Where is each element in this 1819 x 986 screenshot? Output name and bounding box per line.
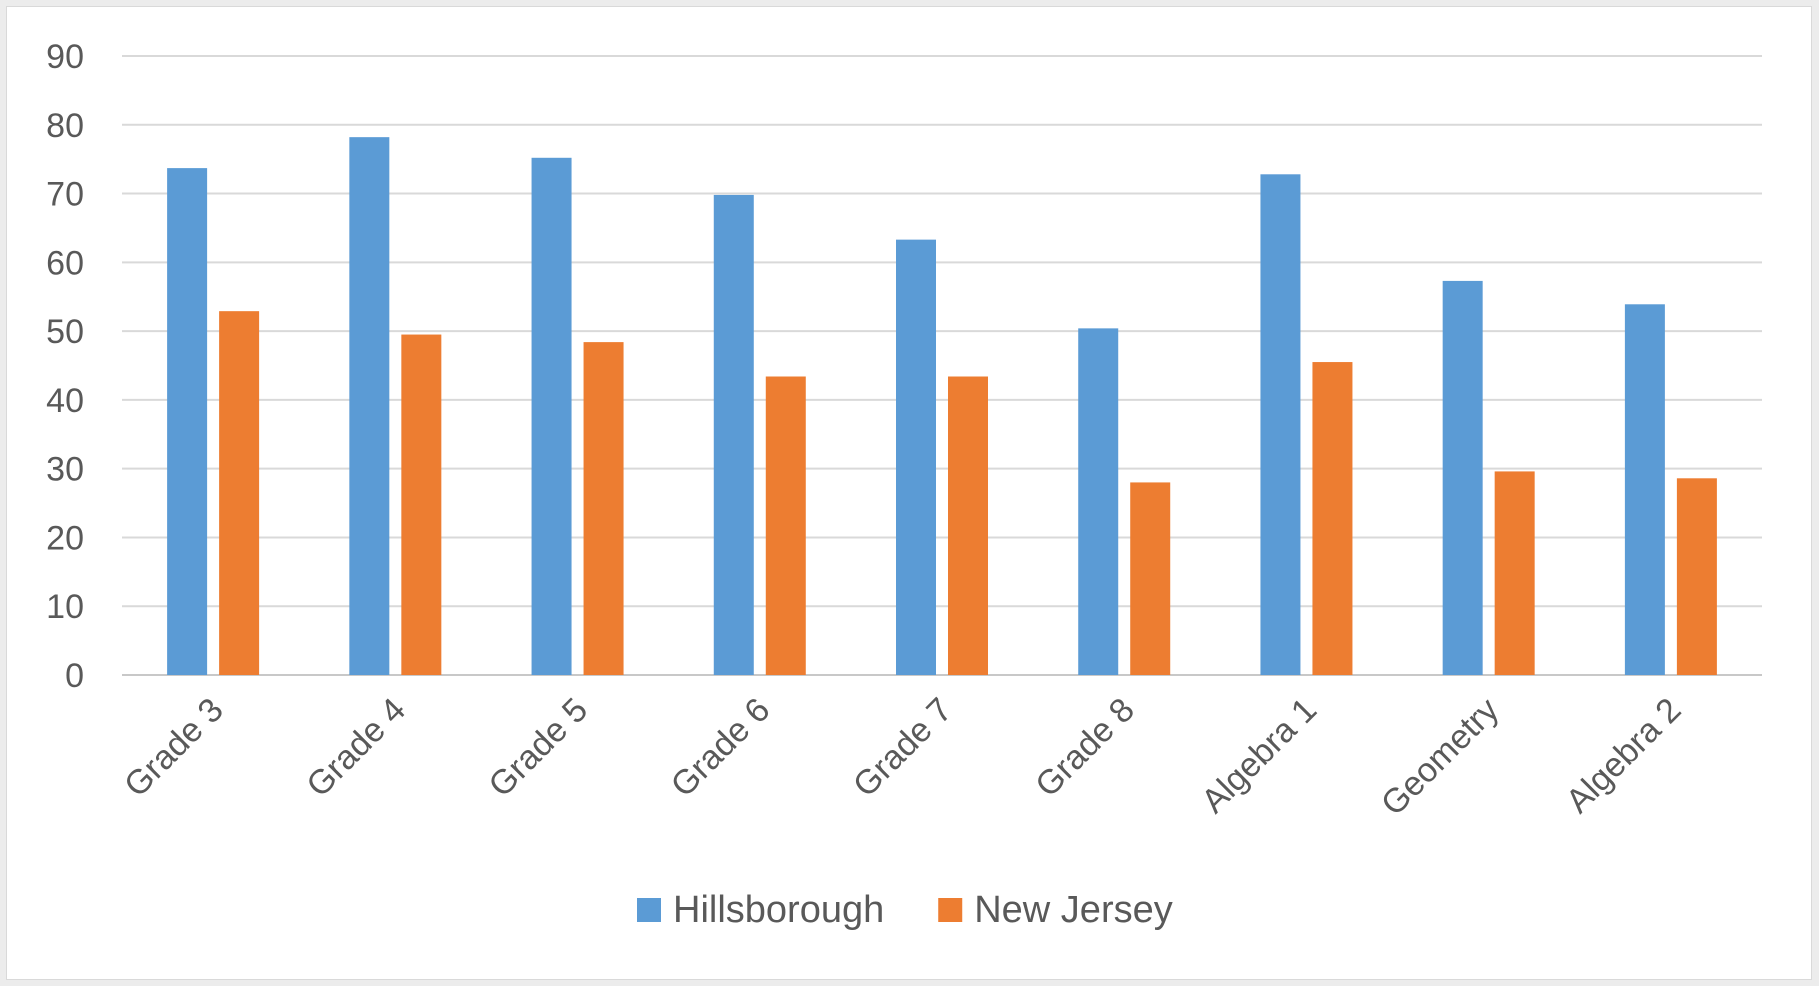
legend-swatch bbox=[938, 898, 963, 922]
x-tick-label: Grade 5 bbox=[481, 691, 595, 805]
x-tick-label: Grade 7 bbox=[846, 691, 960, 805]
bar-hillsborough bbox=[349, 137, 390, 675]
x-tick-label: Algebra 1 bbox=[1194, 691, 1324, 821]
y-tick-label: 90 bbox=[46, 38, 84, 76]
x-tick-label: Grade 3 bbox=[117, 691, 231, 805]
legend-swatch bbox=[637, 898, 661, 922]
bar-new-jersey bbox=[1130, 482, 1171, 675]
bar-new-jersey bbox=[765, 376, 806, 675]
y-tick-label: 80 bbox=[46, 107, 84, 145]
x-tick-label: Geometry bbox=[1374, 691, 1506, 823]
bar-hillsborough bbox=[1260, 174, 1301, 675]
y-tick-label: 30 bbox=[46, 451, 84, 489]
bar-new-jersey bbox=[401, 334, 442, 675]
bar-new-jersey bbox=[948, 376, 988, 675]
y-tick-label: 20 bbox=[46, 519, 84, 557]
x-tick-label: Grade 8 bbox=[1028, 691, 1142, 805]
bar-hillsborough bbox=[896, 239, 936, 676]
legend-label: New Jersey bbox=[974, 889, 1173, 931]
bars bbox=[167, 137, 1717, 676]
bar-new-jersey bbox=[1312, 362, 1353, 675]
y-tick-label: 10 bbox=[46, 588, 84, 626]
x-tick-label: Grade 4 bbox=[299, 691, 413, 805]
gridlines bbox=[122, 55, 1762, 676]
y-tick-label: 50 bbox=[46, 313, 84, 351]
legend-label: Hillsborough bbox=[673, 889, 884, 931]
bar-hillsborough bbox=[1442, 280, 1483, 675]
legend: Hillsborough New Jersey bbox=[637, 889, 1173, 931]
bar-new-jersey bbox=[219, 311, 260, 675]
y-tick-label: 0 bbox=[65, 657, 84, 695]
y-axis-tick-labels: 0 10 20 30 40 50 60 70 80 90 bbox=[46, 38, 84, 695]
bar-hillsborough bbox=[167, 168, 208, 675]
bar-hillsborough bbox=[1078, 328, 1119, 675]
bar-hillsborough bbox=[1624, 304, 1665, 675]
bar-hillsborough bbox=[531, 157, 572, 675]
bar-new-jersey bbox=[1676, 478, 1717, 675]
y-tick-label: 40 bbox=[46, 382, 84, 420]
x-tick-label: Grade 6 bbox=[664, 691, 778, 805]
bar-hillsborough bbox=[713, 194, 754, 676]
x-tick-label: Algebra 2 bbox=[1559, 691, 1689, 821]
y-tick-label: 60 bbox=[46, 244, 84, 282]
y-tick-label: 70 bbox=[46, 176, 84, 214]
bar-new-jersey bbox=[1494, 471, 1535, 675]
x-axis-tick-labels: Grade 3 Grade 4 Grade 5 Grade 6 Grade 7 Grade… bbox=[117, 691, 1689, 823]
bar-new-jersey bbox=[583, 342, 624, 675]
